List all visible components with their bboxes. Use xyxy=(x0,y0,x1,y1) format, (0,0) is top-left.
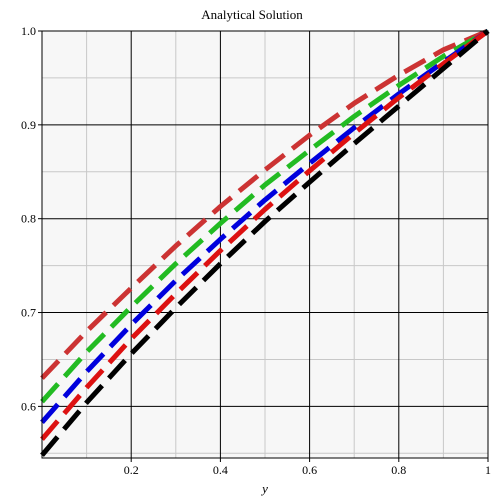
x-axis-title: y xyxy=(260,481,268,496)
y-tick-label: 0.7 xyxy=(21,306,36,320)
series-line-3 xyxy=(40,28,490,424)
y-tick-label: 1.0 xyxy=(21,24,36,38)
plot-frame xyxy=(41,30,489,459)
x-tick-label: 0.2 xyxy=(124,463,139,477)
x-tick-label: 0.8 xyxy=(391,463,406,477)
series-layer xyxy=(40,28,490,457)
x-tick-label: 0.6 xyxy=(302,463,317,477)
ticks-layer: 0.2 0.4 0.6 0.8 1 0.6 0.7 0.8 0.9 1.0 xyxy=(21,24,491,477)
x-tick-label: 1 xyxy=(485,463,491,477)
chart-title: Analytical Solution xyxy=(201,7,303,22)
grid-major xyxy=(42,31,488,458)
series-line-4 xyxy=(40,28,490,441)
series-line-2 xyxy=(40,28,490,404)
y-tick-label: 0.8 xyxy=(21,212,36,226)
y-tick-label: 0.9 xyxy=(21,118,36,132)
series-line-1 xyxy=(40,28,489,380)
x-tick-label: 0.4 xyxy=(213,463,228,477)
series-line-5 xyxy=(40,29,490,457)
y-tick-label: 0.6 xyxy=(21,399,36,413)
